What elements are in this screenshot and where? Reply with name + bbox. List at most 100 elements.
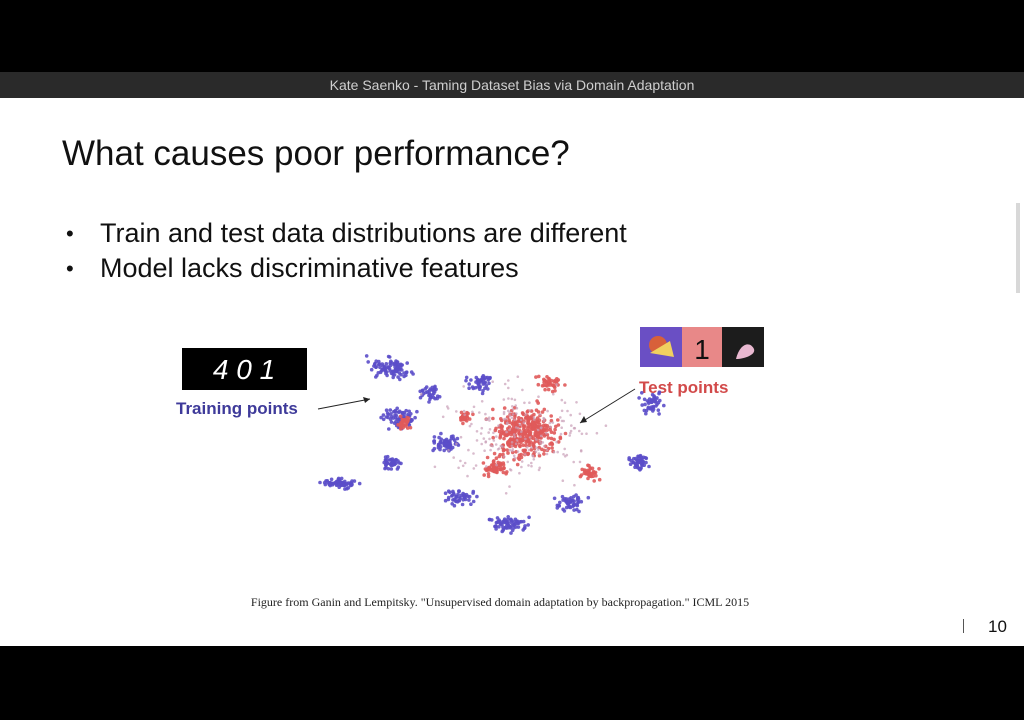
scatter-point xyxy=(560,494,565,499)
scatter-point xyxy=(552,437,556,442)
scatter-point xyxy=(566,409,569,413)
scatter-point xyxy=(505,521,510,525)
scatter-point xyxy=(499,426,504,430)
scatter-point xyxy=(469,378,473,382)
scatter-point xyxy=(366,360,370,364)
scatter-point xyxy=(498,433,503,437)
scatter-point xyxy=(494,443,498,446)
scatter-point xyxy=(392,373,397,377)
scatter-point xyxy=(567,499,571,504)
slide-title: What causes poor performance? xyxy=(62,134,570,173)
scatter-point xyxy=(443,491,448,495)
scatter-point xyxy=(342,483,346,488)
scatter-point xyxy=(572,426,576,430)
scatter-point xyxy=(352,479,357,483)
scatter-point xyxy=(486,474,491,479)
scatter-point xyxy=(627,457,631,462)
scatter-point xyxy=(592,479,596,483)
scatter-point xyxy=(495,435,498,438)
scatter-point xyxy=(520,460,524,463)
scatter-point xyxy=(500,467,504,471)
scatter-point xyxy=(475,430,479,433)
scatter-point xyxy=(513,398,517,402)
scatter-point xyxy=(578,412,582,416)
scatter-point xyxy=(545,452,549,456)
scatter-point xyxy=(388,458,392,462)
scatter-point xyxy=(513,444,518,449)
scatter-point xyxy=(656,408,661,412)
scatter-point xyxy=(553,427,557,432)
scatter-point xyxy=(535,399,539,403)
scatter-point xyxy=(446,489,451,493)
scatter-point xyxy=(374,365,378,369)
scatter-point xyxy=(482,473,487,477)
scatter-point xyxy=(491,416,495,421)
scatter-point xyxy=(466,474,469,478)
scatter-point xyxy=(633,456,638,461)
scatter-point xyxy=(552,496,557,501)
scatter-point xyxy=(505,470,509,474)
scatter-point xyxy=(579,473,584,477)
scatter-point xyxy=(529,448,534,452)
bullet-dot-icon: • xyxy=(66,256,74,281)
scatter-point xyxy=(484,440,488,443)
scatter-point xyxy=(635,464,640,469)
scatter-point xyxy=(646,406,650,411)
scatter-point xyxy=(457,489,461,493)
scatter-point xyxy=(535,425,540,430)
scatter-point xyxy=(572,460,575,464)
scatter-point xyxy=(578,429,581,433)
scatter-point xyxy=(532,441,536,446)
scatter-point xyxy=(386,467,391,471)
scatter-point xyxy=(404,370,409,374)
scatter-point xyxy=(478,411,481,414)
scatter-point xyxy=(326,480,331,485)
scatter-point xyxy=(527,515,531,520)
scatter-point xyxy=(510,441,514,444)
scatter-point xyxy=(524,434,529,438)
scatter-point xyxy=(550,442,555,447)
scatter-point xyxy=(480,400,484,403)
scatter-point xyxy=(534,408,539,412)
scatter-point xyxy=(462,385,466,388)
scatter-point xyxy=(517,418,521,423)
scatter-point xyxy=(388,408,393,412)
scatter-point xyxy=(381,417,386,422)
scatter-point xyxy=(452,456,456,459)
scatter-point xyxy=(488,419,491,422)
scatter-point xyxy=(483,449,486,452)
scatter-point xyxy=(577,509,581,514)
scatter-point xyxy=(645,399,650,403)
scatter-point xyxy=(597,467,601,471)
tsne-figure: 4 0 1 1 Training points Test points xyxy=(176,327,764,535)
scatter-point xyxy=(560,409,564,413)
scatter-point xyxy=(543,387,547,392)
scatter-point xyxy=(492,439,496,442)
scatter-point xyxy=(647,464,651,469)
scatter-point xyxy=(460,502,465,507)
scatter-point xyxy=(512,439,517,444)
scatter-point xyxy=(505,415,510,419)
scatter-point xyxy=(550,446,554,450)
scatter-point xyxy=(459,459,462,463)
scatter-point xyxy=(461,464,465,468)
scatter-point xyxy=(506,432,510,437)
scatter-point xyxy=(545,448,549,452)
scatter-point xyxy=(463,497,468,502)
scatter-point xyxy=(430,385,435,390)
scatter-point xyxy=(405,426,410,430)
scatter-point xyxy=(379,415,383,420)
scatter-point xyxy=(509,531,513,535)
scatter-point xyxy=(569,431,572,435)
scatter-point xyxy=(487,517,492,522)
scatter-point xyxy=(640,391,644,395)
scatter-point xyxy=(328,483,332,488)
scatter-point xyxy=(563,431,568,436)
scatter-point xyxy=(446,497,451,502)
scatter-point xyxy=(442,438,447,443)
scatter-point xyxy=(514,404,517,407)
scatter-point xyxy=(459,435,463,439)
scatter-point xyxy=(495,466,499,470)
scatter-point xyxy=(511,449,514,453)
scatter-point xyxy=(389,420,394,424)
